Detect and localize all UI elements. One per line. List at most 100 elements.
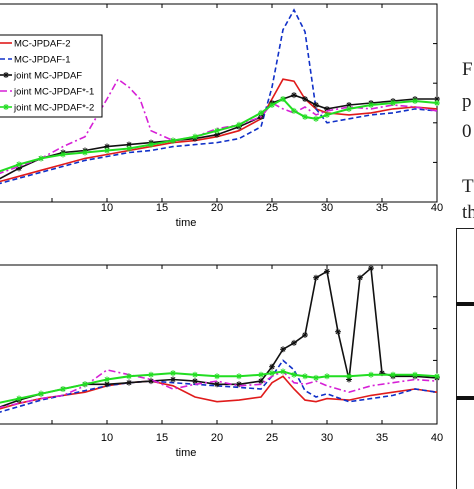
series-marker-3 [346,101,352,108]
legend-label-3: joint MC-JPDAF [13,71,82,82]
top-panel: 10 15 20 25 30 35 40 time MC-JPDAF-2 MC-JPDAF-1 jo… [0,3,443,229]
series-marker-5 [60,151,66,158]
legend-marker-5 [3,104,9,110]
series-marker-5 [104,147,110,154]
series-marker-3 [313,274,319,281]
series-marker-5 [38,155,44,162]
side-text-line-3: 0 [462,121,472,142]
series-marker-5 [313,374,319,381]
series-marker-5 [324,373,330,380]
legend-label-4: joint MC-JPDAF*-1 [13,87,94,98]
series-marker-3 [104,381,110,388]
series-line-2 [0,359,438,413]
series-line-5 [0,97,438,173]
x-tick-label: 25 [266,432,278,444]
series-marker-3 [269,363,275,370]
series-line-1 [0,375,438,410]
series-marker-5 [170,370,176,377]
series-marker-5 [258,109,264,116]
x-tick-label: 40 [431,432,443,444]
series-marker-5 [412,371,418,378]
series-marker-5 [38,390,44,397]
series-marker-5 [269,370,275,377]
series-marker-5 [236,373,242,380]
series-marker-5 [280,368,286,375]
side-text-line-1: F [462,59,473,80]
series-marker-3 [126,141,132,148]
series-marker-3 [324,105,330,112]
x-axis-label: time [176,217,197,229]
series-marker-3 [104,143,110,150]
series-marker-5 [16,161,22,168]
series-marker-3 [302,331,308,338]
x-tick-label: 30 [321,432,333,444]
series-marker-5 [324,111,330,118]
x-tick-label: 35 [376,202,388,214]
legend-box [0,34,103,118]
side-table-rule-top [456,302,474,306]
x-tick-label: 25 [266,202,278,214]
series-marker-3 [324,268,330,275]
series-marker-3 [214,131,220,138]
series-marker-5 [390,371,396,378]
series-marker-5 [214,127,220,134]
series-marker-5 [368,101,374,108]
series-marker-5 [214,373,220,380]
series-marker-5 [170,137,176,144]
series-line-3 [0,94,437,180]
series-line-5 [0,370,438,404]
x-tick-label: 10 [101,202,113,214]
legend-marker-3 [3,72,9,78]
series-marker-5 [280,96,286,103]
legend-label-1: MC-JPDAF-2 [14,39,70,50]
series-marker-5 [291,371,297,378]
x-axis-label: time [176,447,197,459]
series-line-2 [0,8,438,185]
series-marker-5 [368,371,374,378]
series-marker-5 [390,100,396,106]
series-marker-5 [192,133,198,140]
series-marker-5 [313,115,319,122]
series-marker-5 [434,100,440,106]
series-marker-5 [82,149,88,156]
series-line-1 [0,78,438,183]
series-marker-5 [346,105,352,112]
series-marker-3 [357,274,363,281]
series-line-4 [0,369,438,409]
series-marker-5 [148,371,154,378]
x-tick-label: 40 [431,202,443,214]
side-text-line-2: p [462,91,472,112]
series-marker-3 [291,339,297,346]
x-tick-label: 20 [211,202,223,214]
series-marker-5 [269,101,275,108]
series-marker-3 [346,376,352,383]
series-marker-5 [16,395,22,402]
side-text-line-4: T [462,176,474,197]
series-marker-5 [192,371,198,378]
figure-canvas: 10 15 20 25 30 35 40 time MC-JPDAF-2 MC-JPDAF-1 jo… [0,3,443,459]
series-marker-5 [236,121,242,128]
series-marker-3 [236,381,242,388]
series-marker-3 [379,370,385,377]
series-marker-3 [280,346,286,353]
x-tick-label: 15 [156,432,168,444]
series-marker-5 [104,376,110,383]
side-table-rule-bottom [456,396,474,400]
series-marker-3 [335,328,341,335]
series-marker-3 [434,96,440,103]
x-tick-label: 10 [101,432,113,444]
series-marker-3 [148,378,154,385]
series-marker-3 [313,101,319,108]
series-marker-3 [126,379,132,386]
series-marker-5 [126,145,132,152]
series-marker-5 [291,107,297,114]
series-marker-5 [258,371,264,378]
series-marker-3 [368,265,374,272]
series-marker-5 [302,113,308,120]
side-table-frame [456,228,474,489]
series-marker-5 [434,373,440,380]
x-tick-label: 20 [211,432,223,444]
series-marker-5 [346,373,352,380]
side-text-line-5: th [462,202,474,223]
series-marker-5 [82,381,88,388]
